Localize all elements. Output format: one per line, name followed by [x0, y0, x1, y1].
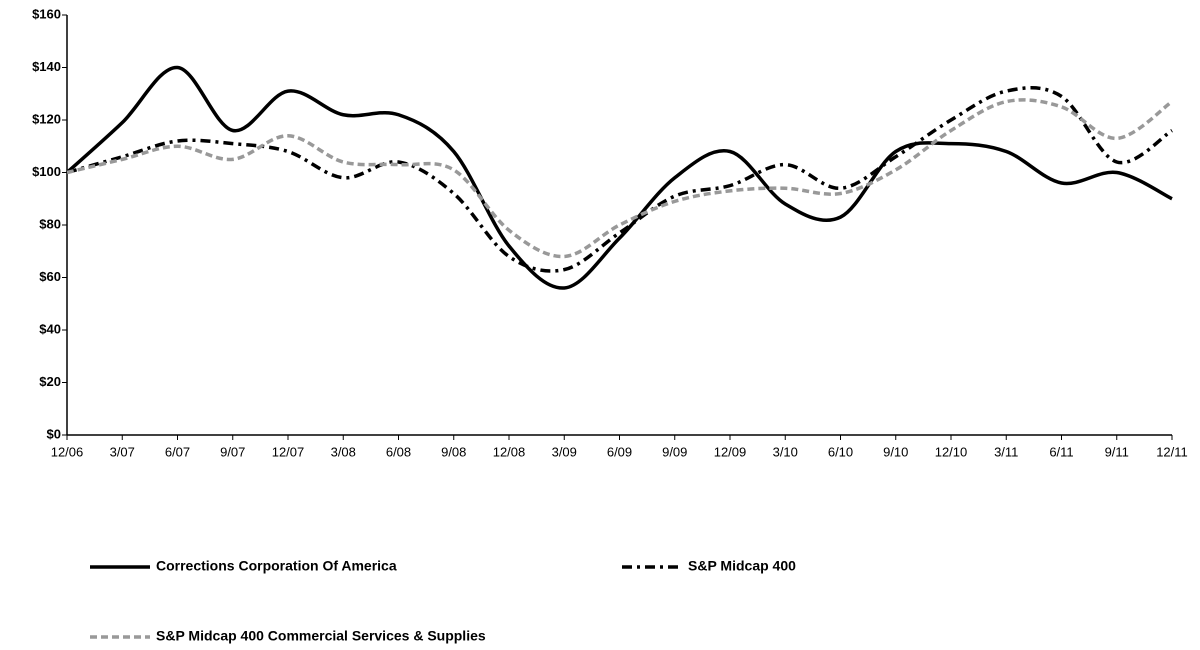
legend-label: Corrections Corporation Of America — [156, 558, 397, 574]
series-line — [66, 98, 1174, 259]
y-tick-label: $0 — [47, 426, 61, 441]
x-tick-label: 6/08 — [386, 444, 411, 459]
x-tick-label: 6/10 — [828, 444, 853, 459]
y-tick-label: $80 — [39, 216, 61, 231]
x-tick-label: 3/10 — [773, 444, 798, 459]
x-tick-label: 12/09 — [714, 444, 747, 459]
x-tick-label: 12/06 — [51, 444, 84, 459]
series-line — [65, 65, 1173, 290]
x-tick-label: 12/07 — [272, 444, 305, 459]
x-tick-label: 9/10 — [883, 444, 908, 459]
y-tick-label: $60 — [39, 269, 61, 284]
x-tick-label: 12/08 — [493, 444, 526, 459]
series-line — [66, 86, 1173, 273]
legend-label: S&P Midcap 400 — [688, 558, 796, 574]
x-tick-label: 12/11 — [1156, 444, 1188, 459]
x-tick-label: 12/10 — [935, 444, 968, 459]
x-tick-label: 3/07 — [110, 444, 135, 459]
x-tick-label: 3/09 — [552, 444, 577, 459]
legend-label: S&P Midcap 400 Commercial Services & Sup… — [156, 628, 486, 644]
x-tick-label: 6/07 — [165, 444, 190, 459]
y-tick-label: $120 — [32, 111, 61, 126]
y-tick-label: $140 — [32, 59, 61, 74]
x-tick-label: 6/09 — [607, 444, 632, 459]
y-tick-label: $20 — [39, 374, 61, 389]
x-tick-label: 3/11 — [994, 444, 1018, 459]
x-tick-label: 6/11 — [1049, 444, 1073, 459]
x-tick-label: 9/07 — [220, 444, 245, 459]
y-tick-label: $100 — [32, 164, 61, 179]
x-tick-label: 9/11 — [1105, 444, 1129, 459]
x-tick-label: 9/08 — [441, 444, 466, 459]
y-tick-label: $40 — [39, 321, 61, 336]
y-tick-label: $160 — [32, 6, 61, 21]
x-tick-label: 3/08 — [331, 444, 356, 459]
x-tick-label: 9/09 — [662, 444, 687, 459]
